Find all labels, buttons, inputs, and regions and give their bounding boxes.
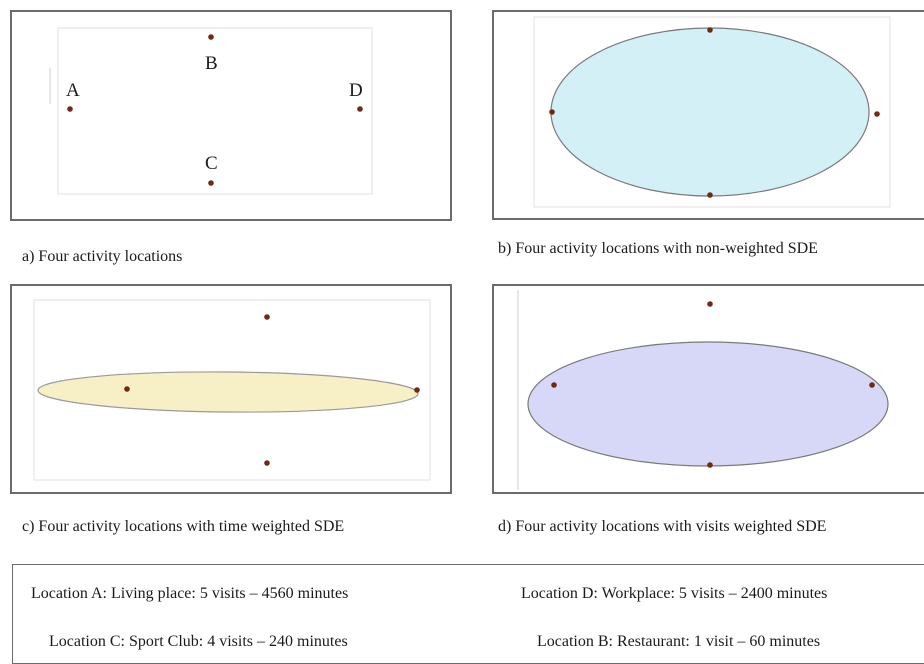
label-b: B xyxy=(205,53,218,74)
label-c: C xyxy=(205,153,218,174)
legend-location-c: Location C: Sport Club: 4 visits – 240 m… xyxy=(49,633,348,650)
panel-d-visits-weighted-sde xyxy=(492,284,924,494)
location-legend: Location A: Living place: 5 visits – 456… xyxy=(12,564,924,664)
panel-b-non-weighted-sde xyxy=(492,10,924,220)
legend-location-b: Location B: Restaurant: 1 visit – 60 min… xyxy=(537,633,821,650)
label-a: A xyxy=(66,80,80,101)
point-d xyxy=(357,106,363,112)
point-c xyxy=(707,462,713,468)
label-d: D xyxy=(349,80,363,101)
point-a xyxy=(549,109,555,115)
legend-location-d: Location D: Workplace: 5 visits – 2400 m… xyxy=(521,585,828,602)
point-b xyxy=(264,314,270,320)
point-b xyxy=(208,34,214,40)
point-a xyxy=(67,106,73,112)
caption-panel-a: a) Four activity locations xyxy=(22,248,183,265)
legend-location-a: Location A: Living place: 5 visits – 456… xyxy=(31,585,349,602)
panel-a-four-locations: B A D C xyxy=(10,10,452,221)
panel-c-plot xyxy=(33,299,431,481)
point-a xyxy=(551,382,557,388)
point-b xyxy=(707,301,713,307)
caption-panel-c: c) Four activity locations with time wei… xyxy=(22,518,345,535)
sde-ellipse-time-weighted xyxy=(37,371,419,413)
point-d xyxy=(874,111,880,117)
sde-ellipse-non-weighted xyxy=(550,27,870,197)
panel-d-plot xyxy=(517,290,889,490)
point-c xyxy=(208,180,214,186)
caption-panel-d: d) Four activity locations with visits w… xyxy=(498,518,827,535)
point-d xyxy=(869,382,875,388)
point-b xyxy=(707,27,713,33)
point-c xyxy=(264,460,270,466)
point-a xyxy=(124,386,130,392)
panel-c-time-weighted-sde xyxy=(10,284,452,494)
point-c xyxy=(707,192,713,198)
panel-a-plot: B A D C xyxy=(49,27,373,195)
point-d xyxy=(414,387,420,393)
panel-b-plot xyxy=(533,16,891,208)
sde-ellipse-visits-weighted xyxy=(527,341,889,467)
caption-panel-b: b) Four activity locations with non-weig… xyxy=(498,240,818,257)
